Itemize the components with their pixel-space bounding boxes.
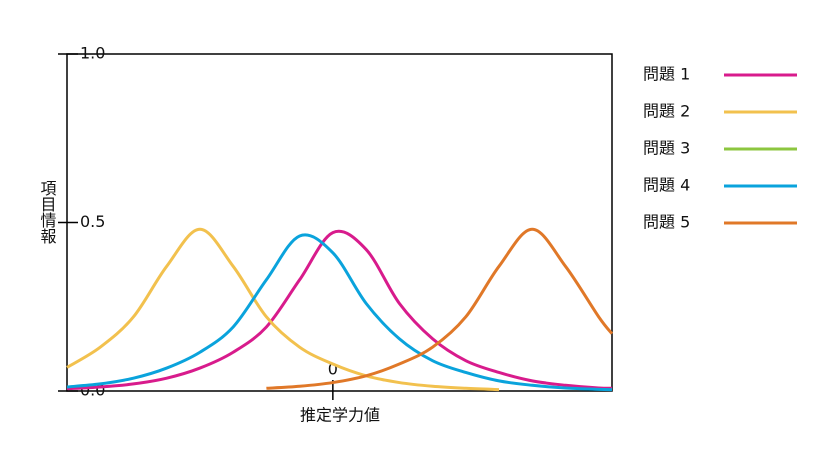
line-series — [66, 233, 613, 392]
y-tick-label: 0.5 — [80, 212, 105, 231]
y-axis-label: 項目情報 — [38, 180, 57, 244]
y-tick-label: 1.0 — [80, 44, 105, 63]
legend-label: 問題 2 — [643, 102, 690, 121]
legend-label: 問題 4 — [643, 176, 690, 195]
legend-label: 問題 1 — [643, 65, 690, 84]
legend-label: 問題 5 — [643, 213, 690, 232]
line-series — [266, 227, 614, 390]
line-series — [66, 229, 613, 391]
legend-label: 問題 3 — [643, 139, 690, 158]
x-tick-label: 0 — [328, 360, 338, 379]
x-axis-label: 推定学力値 — [300, 406, 380, 425]
plot-frame — [66, 53, 613, 392]
line-series — [66, 227, 500, 392]
